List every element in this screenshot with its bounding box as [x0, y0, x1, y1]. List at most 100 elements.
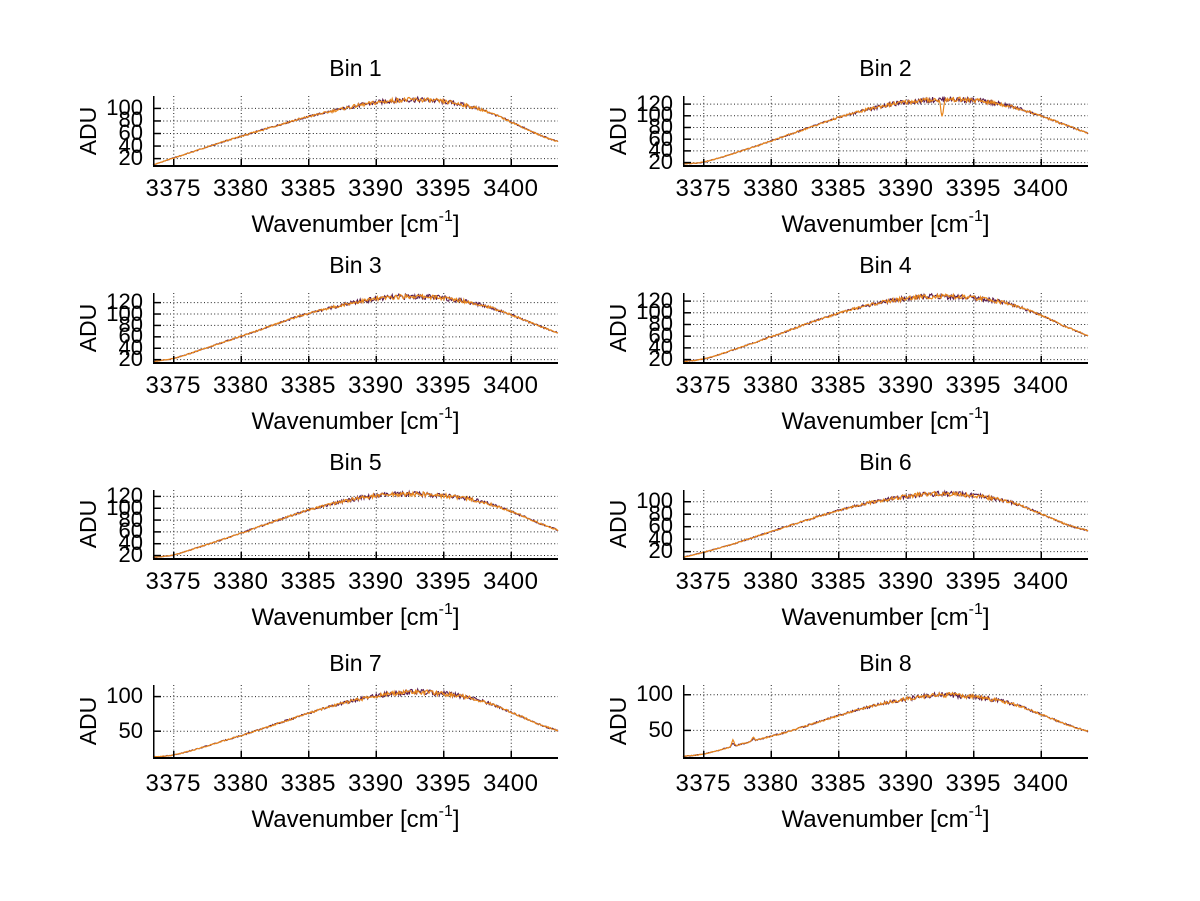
subplot-bin-6 [682, 489, 1089, 560]
x-tick-label: 3390 [878, 175, 934, 202]
y-tick-label: 60 [648, 125, 673, 151]
y-tick-label: 100 [106, 683, 143, 709]
x-tick-label: 3380 [213, 568, 269, 595]
x-axis-label-exponent: -1 [968, 601, 983, 618]
subplot-bin-5 [152, 489, 559, 560]
x-axis-label: Wavenumber [cm-1] [153, 601, 558, 632]
y-axis-label: ADU [605, 106, 631, 155]
spectrum-overlay [682, 95, 1089, 165]
x-axis-label-text: Wavenumber [cm [781, 806, 969, 833]
x-tick-label: 3400 [1013, 770, 1069, 797]
y-tick-label: 80 [118, 311, 143, 337]
y-tick-label: 60 [648, 322, 673, 348]
spectrum-overlay [152, 292, 559, 363]
y-tick-label: 40 [648, 334, 673, 360]
y-tick-label: 80 [648, 310, 673, 336]
y-tick-label: 60 [118, 518, 143, 544]
subplot-title-bin-2: Bin 2 [859, 55, 912, 81]
x-tick-label: 3380 [213, 175, 269, 202]
x-axis-label-exponent: -1 [968, 405, 983, 422]
x-axis-label-exponent: -1 [438, 601, 453, 618]
y-axis-label: ADU [75, 696, 101, 746]
x-axis-label-suffix: ] [982, 408, 990, 435]
x-axis-label: Wavenumber [cm-1] [683, 208, 1088, 239]
subplot-title-bin-4: Bin 4 [859, 252, 912, 278]
y-tick-label: 40 [648, 137, 673, 163]
x-tick-label: 3385 [280, 175, 336, 202]
spectrum-overlay [152, 489, 559, 559]
x-axis-label-text: Wavenumber [cm [781, 604, 969, 631]
x-tick-label: 3390 [348, 372, 404, 399]
y-tick-label: 120 [636, 287, 673, 313]
subplot-bin-2 [682, 95, 1089, 167]
subplot-bin-4 [682, 292, 1089, 364]
y-tick-label: 80 [118, 107, 143, 133]
y-tick-label: 50 [648, 716, 673, 742]
y-tick-label: 80 [648, 500, 673, 526]
subplot-bin-8 [682, 685, 1089, 759]
x-axis-label-suffix: ] [452, 604, 460, 631]
y-tick-label: 40 [118, 530, 143, 556]
x-tick-label: 3395 [945, 770, 1001, 797]
y-tick-label: 100 [636, 102, 673, 128]
spectrum-overlay [682, 489, 1089, 559]
x-tick-label: 3385 [280, 372, 336, 399]
spectrum-overlay [682, 691, 1089, 758]
y-tick-label: 20 [648, 346, 673, 372]
subplot-title-bin-5: Bin 5 [329, 449, 382, 475]
x-tick-label: 3390 [348, 175, 404, 202]
spectrum-main [682, 691, 1089, 757]
x-tick-label: 3400 [483, 372, 539, 399]
x-tick-label: 3385 [810, 568, 866, 595]
x-tick-label: 3395 [945, 568, 1001, 595]
x-axis-label-exponent: -1 [968, 208, 983, 225]
spectrum-overlay [682, 292, 1089, 363]
x-tick-label: 3385 [280, 770, 336, 797]
y-tick-label: 20 [118, 346, 143, 372]
x-tick-label: 3380 [743, 770, 799, 797]
x-tick-label: 3400 [483, 770, 539, 797]
x-axis-label-suffix: ] [982, 806, 990, 833]
y-tick-label: 100 [636, 488, 673, 514]
y-tick-label: 40 [648, 525, 673, 551]
subplot-title-bin-6: Bin 6 [859, 449, 912, 475]
y-axis-label: ADU [605, 696, 631, 746]
y-tick-label: 60 [118, 323, 143, 349]
x-tick-label: 3400 [483, 175, 539, 202]
x-tick-label: 3400 [1013, 175, 1069, 202]
y-tick-label: 40 [118, 132, 143, 158]
x-axis-label-text: Wavenumber [cm [251, 408, 439, 435]
spectrum-main [682, 96, 1089, 165]
x-tick-label: 3375 [675, 770, 731, 797]
x-axis-label: Wavenumber [cm-1] [153, 208, 558, 239]
x-axis-label-exponent: -1 [438, 405, 453, 422]
x-tick-label: 3395 [415, 770, 471, 797]
y-tick-label: 50 [118, 717, 143, 743]
x-tick-label: 3380 [743, 372, 799, 399]
y-tick-label: 100 [106, 300, 143, 326]
subplot-title-bin-1: Bin 1 [329, 55, 382, 81]
x-axis-label: Wavenumber [cm-1] [153, 803, 558, 834]
x-tick-label: 3380 [743, 568, 799, 595]
x-axis-label-suffix: ] [982, 604, 990, 631]
x-axis-label-text: Wavenumber [cm [781, 408, 969, 435]
spectrum-main [152, 96, 559, 166]
y-tick-label: 120 [106, 289, 143, 315]
x-tick-label: 3395 [415, 568, 471, 595]
y-axis-label: ADU [75, 303, 101, 352]
x-tick-label: 3375 [675, 568, 731, 595]
x-tick-label: 3390 [348, 770, 404, 797]
x-tick-label: 3390 [878, 372, 934, 399]
spectrum-main [682, 292, 1089, 363]
x-axis-label: Wavenumber [cm-1] [683, 601, 1088, 632]
x-tick-label: 3375 [145, 372, 201, 399]
x-axis-label-text: Wavenumber [cm [251, 604, 439, 631]
spectrum-main [152, 688, 559, 758]
spectrum-main [682, 490, 1089, 558]
x-tick-label: 3390 [878, 568, 934, 595]
x-tick-label: 3380 [743, 175, 799, 202]
y-tick-label: 80 [648, 113, 673, 139]
y-tick-label: 20 [648, 149, 673, 175]
subplot-title-bin-8: Bin 8 [859, 650, 912, 676]
